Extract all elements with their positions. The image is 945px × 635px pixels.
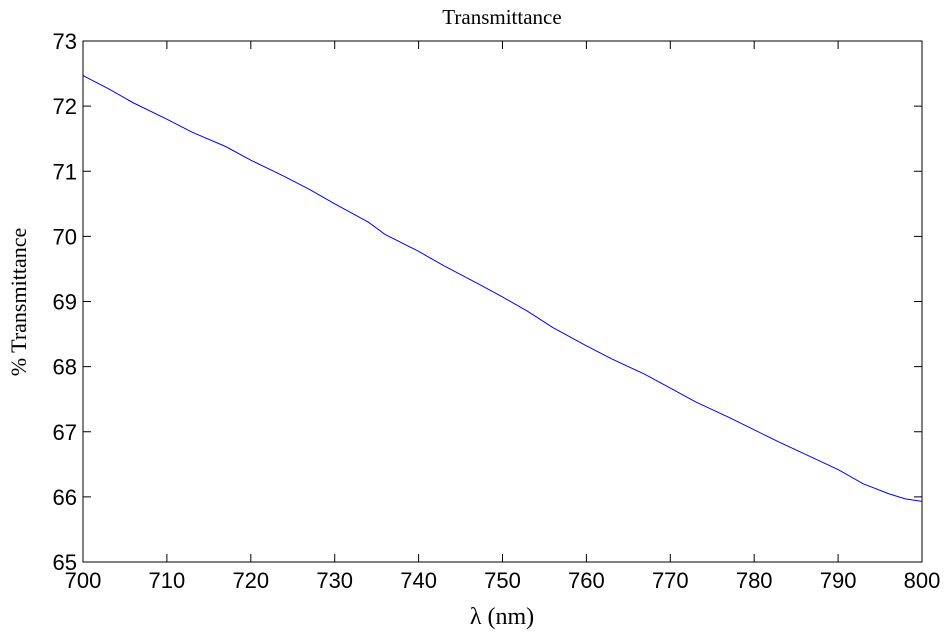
plot-area bbox=[82, 40, 923, 563]
y-tick-label-2: 67 bbox=[53, 420, 77, 445]
y-tick-label-5: 70 bbox=[53, 224, 77, 249]
y-tick-label-1: 66 bbox=[53, 485, 77, 510]
x-tick-label-10: 800 bbox=[904, 568, 941, 593]
x-tick-label-2: 720 bbox=[232, 568, 269, 593]
x-tick-label-4: 740 bbox=[400, 568, 437, 593]
y-axis-label: % Transmittance bbox=[6, 228, 31, 377]
x-tick-label-6: 760 bbox=[568, 568, 605, 593]
chart-title: Transmittance bbox=[442, 5, 561, 29]
series-layer bbox=[82, 75, 923, 502]
series-line-0 bbox=[82, 75, 923, 502]
x-tick-label-9: 790 bbox=[820, 568, 857, 593]
y-tick-label-6: 71 bbox=[53, 159, 77, 184]
x-tick-label-1: 710 bbox=[149, 568, 186, 593]
y-tick-label-0: 65 bbox=[53, 550, 77, 575]
y-tick-label-7: 72 bbox=[53, 94, 77, 119]
x-tick-label-8: 780 bbox=[736, 568, 773, 593]
y-tick-label-3: 68 bbox=[53, 355, 77, 380]
x-tick-label-5: 750 bbox=[484, 568, 521, 593]
x-tick-label-3: 730 bbox=[316, 568, 353, 593]
axis-ticks bbox=[82, 40, 923, 563]
x-tick-label-7: 770 bbox=[652, 568, 689, 593]
y-tick-label-4: 69 bbox=[53, 290, 77, 315]
axis-tick-labels: 700 710 720 730 740 750 760 770 780 790 800 65 66 67 6… bbox=[53, 29, 941, 593]
x-axis-label: λ (nm) bbox=[470, 604, 534, 630]
x-tick-label-0: 700 bbox=[65, 568, 102, 593]
y-tick-label-8: 73 bbox=[53, 29, 77, 54]
